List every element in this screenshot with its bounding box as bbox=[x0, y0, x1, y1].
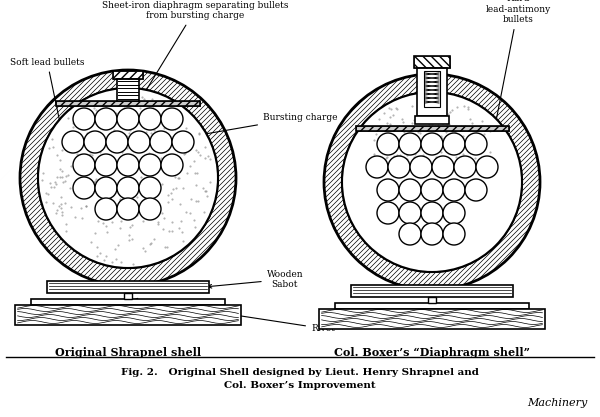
Bar bbox=[14, 305, 241, 325]
Ellipse shape bbox=[139, 198, 161, 220]
Ellipse shape bbox=[117, 108, 139, 130]
Bar bbox=[355, 126, 509, 131]
Bar bbox=[335, 303, 529, 309]
Ellipse shape bbox=[161, 108, 183, 130]
Ellipse shape bbox=[388, 156, 410, 178]
Ellipse shape bbox=[172, 131, 194, 153]
Bar bbox=[417, 68, 447, 116]
Bar bbox=[117, 79, 139, 101]
Ellipse shape bbox=[399, 179, 421, 201]
Ellipse shape bbox=[421, 202, 443, 224]
Ellipse shape bbox=[432, 156, 454, 178]
Text: Col. Boxer’s “Diaphragm shell”: Col. Boxer’s “Diaphragm shell” bbox=[334, 347, 530, 358]
Bar bbox=[355, 126, 509, 131]
Text: Rivet: Rivet bbox=[134, 299, 335, 333]
Ellipse shape bbox=[410, 156, 432, 178]
Circle shape bbox=[342, 92, 522, 272]
Bar bbox=[319, 309, 545, 329]
Ellipse shape bbox=[139, 154, 161, 176]
Bar bbox=[414, 56, 450, 68]
Ellipse shape bbox=[465, 179, 487, 201]
Ellipse shape bbox=[421, 223, 443, 245]
Text: Bursting charge: Bursting charge bbox=[157, 113, 337, 143]
Ellipse shape bbox=[454, 156, 476, 178]
Ellipse shape bbox=[465, 133, 487, 155]
Circle shape bbox=[38, 88, 218, 268]
Ellipse shape bbox=[95, 108, 117, 130]
Bar bbox=[56, 101, 200, 106]
Ellipse shape bbox=[95, 154, 117, 176]
Ellipse shape bbox=[117, 177, 139, 199]
Bar bbox=[414, 56, 450, 68]
Text: Hard
lead-antimony
bullets: Hard lead-antimony bullets bbox=[485, 0, 551, 168]
Ellipse shape bbox=[73, 108, 95, 130]
Ellipse shape bbox=[443, 133, 465, 155]
Circle shape bbox=[38, 88, 218, 268]
Ellipse shape bbox=[421, 133, 443, 155]
Ellipse shape bbox=[62, 131, 84, 153]
Bar bbox=[424, 71, 440, 107]
Ellipse shape bbox=[150, 131, 172, 153]
Ellipse shape bbox=[377, 202, 399, 224]
Ellipse shape bbox=[117, 198, 139, 220]
Ellipse shape bbox=[399, 202, 421, 224]
Text: Wooden
Sabot: Wooden Sabot bbox=[208, 270, 304, 289]
Text: Col. Boxer’s Improvement: Col. Boxer’s Improvement bbox=[224, 381, 376, 390]
Ellipse shape bbox=[84, 131, 106, 153]
Ellipse shape bbox=[106, 131, 128, 153]
Text: Sheet-iron diaphragm separating bullets
from bursting charge: Sheet-iron diaphragm separating bullets … bbox=[102, 0, 288, 100]
Bar bbox=[113, 71, 143, 79]
Ellipse shape bbox=[117, 154, 139, 176]
Bar bbox=[56, 101, 200, 106]
Ellipse shape bbox=[377, 133, 399, 155]
Text: Original Shrapnel shell: Original Shrapnel shell bbox=[55, 347, 201, 358]
Text: Machinery: Machinery bbox=[527, 398, 587, 408]
Bar bbox=[31, 299, 225, 305]
Ellipse shape bbox=[443, 179, 465, 201]
Bar bbox=[415, 116, 449, 124]
Ellipse shape bbox=[399, 133, 421, 155]
Ellipse shape bbox=[366, 156, 388, 178]
Ellipse shape bbox=[95, 177, 117, 199]
Ellipse shape bbox=[421, 179, 443, 201]
Ellipse shape bbox=[139, 177, 161, 199]
Ellipse shape bbox=[443, 223, 465, 245]
Ellipse shape bbox=[95, 198, 117, 220]
Bar bbox=[47, 281, 209, 293]
Bar bbox=[351, 285, 513, 297]
Ellipse shape bbox=[73, 154, 95, 176]
Ellipse shape bbox=[443, 202, 465, 224]
Bar bbox=[428, 297, 436, 303]
Ellipse shape bbox=[476, 156, 498, 178]
Bar bbox=[113, 71, 143, 79]
Circle shape bbox=[20, 70, 236, 286]
Ellipse shape bbox=[73, 177, 95, 199]
Circle shape bbox=[342, 92, 522, 272]
Text: Fig. 2.   Original Shell designed by Lieut. Henry Shrapnel and: Fig. 2. Original Shell designed by Lieut… bbox=[121, 368, 479, 377]
Ellipse shape bbox=[399, 223, 421, 245]
Ellipse shape bbox=[128, 131, 150, 153]
Bar bbox=[124, 293, 132, 299]
Ellipse shape bbox=[139, 108, 161, 130]
Ellipse shape bbox=[161, 154, 183, 176]
Text: Soft lead bullets: Soft lead bullets bbox=[10, 58, 85, 164]
Circle shape bbox=[324, 74, 540, 290]
Ellipse shape bbox=[377, 179, 399, 201]
